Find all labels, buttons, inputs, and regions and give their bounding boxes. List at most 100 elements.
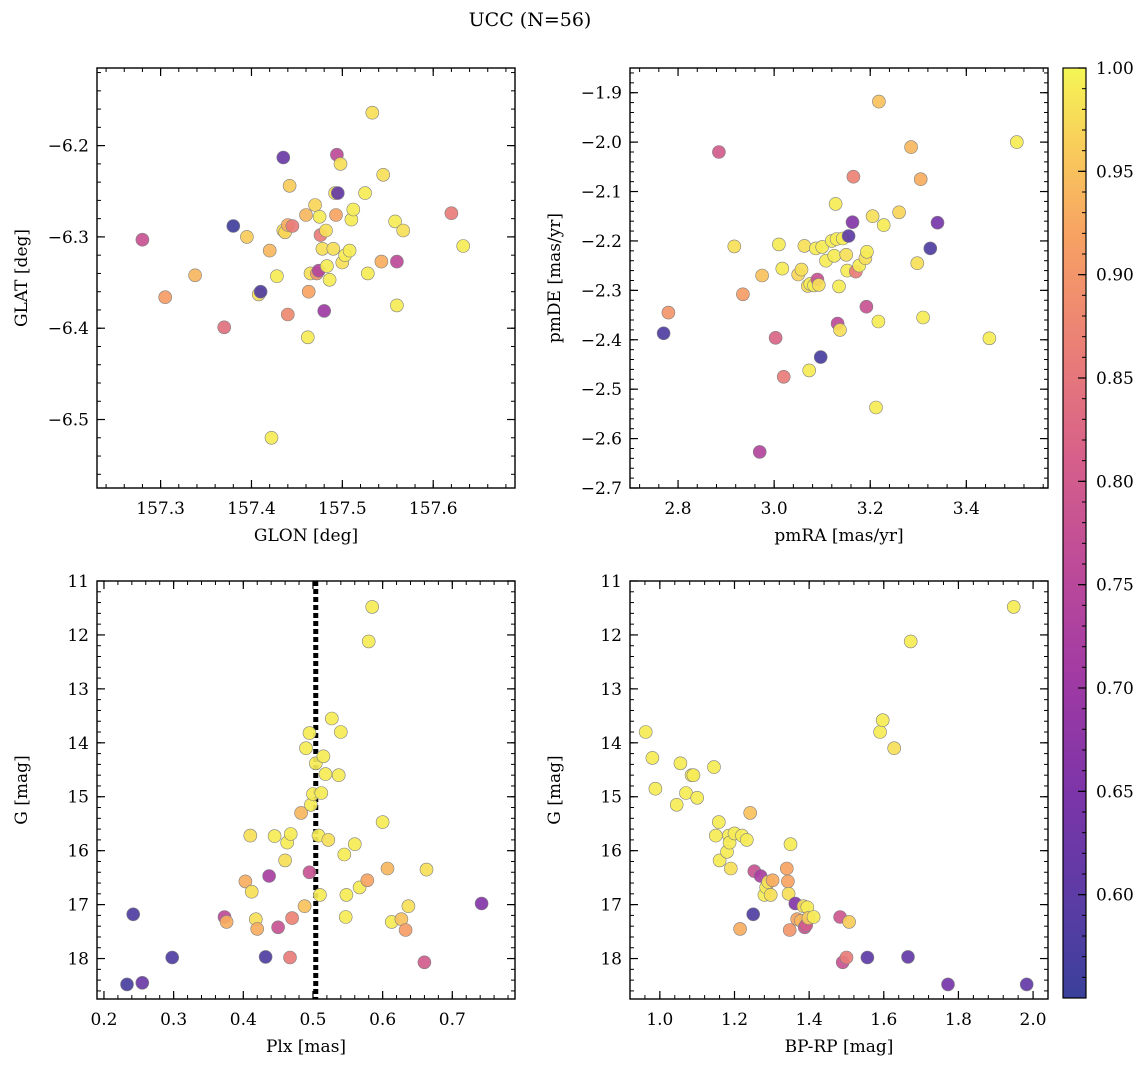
data-point [860, 245, 874, 259]
data-points [135, 105, 471, 445]
axes-frame [96, 580, 516, 1000]
data-point [333, 157, 348, 171]
x-tick-label: 0.7 [439, 1010, 466, 1030]
x-tick-label: 1.4 [796, 1010, 823, 1030]
data-point [283, 950, 297, 965]
y-tick-label: −2.4 [581, 331, 622, 351]
data-point [872, 94, 886, 109]
colorbar-tick-label: 0.85 [1096, 369, 1134, 389]
data-point [736, 287, 750, 302]
data-point [301, 284, 316, 299]
data-point [319, 223, 333, 238]
data-point [1006, 600, 1021, 614]
y-axis-label: G [mag] [12, 755, 32, 824]
y-tick-label: −2.6 [581, 430, 622, 450]
data-point [743, 806, 758, 820]
data-point [806, 910, 821, 924]
data-point [876, 218, 891, 232]
data-point [739, 833, 754, 847]
data-point [374, 254, 389, 269]
x-tick-label: 157.4 [227, 499, 276, 519]
data-point [712, 145, 726, 159]
x-tick-label: 157.5 [318, 499, 367, 519]
colorbar-tick-label: 0.80 [1096, 472, 1134, 492]
colorbar-tick-label: 0.95 [1096, 162, 1134, 182]
y-axis-label: GLAT [deg] [12, 229, 32, 327]
data-point [923, 241, 938, 256]
data-point [294, 806, 308, 820]
data-point [346, 202, 361, 217]
data-point [444, 206, 459, 220]
data-point [312, 210, 327, 224]
data-point [267, 829, 282, 843]
y-tick-label: −6.3 [48, 228, 89, 248]
data-point [326, 242, 341, 256]
x-tick-label: 1.2 [721, 1010, 748, 1030]
data-point [322, 272, 337, 287]
data-point [839, 950, 854, 965]
data-point [417, 955, 432, 970]
x-axis-label: BP-RP [mag] [785, 1037, 894, 1057]
data-point [271, 920, 285, 935]
x-tick-label: 2.0 [1020, 1010, 1047, 1030]
data-point [320, 259, 334, 273]
data-point [314, 786, 329, 800]
x-tick-label: 3.2 [857, 499, 884, 519]
data-point [300, 330, 315, 345]
data-point [765, 873, 780, 888]
data-point [365, 600, 380, 614]
colorbar-tick-label: 1.00 [1096, 59, 1134, 79]
y-tick-label: −6.5 [48, 411, 89, 431]
data-point [324, 711, 339, 726]
data-point [316, 749, 331, 764]
data-point [302, 865, 317, 880]
y-axis-label: pmDE [mas/yr] [545, 213, 565, 343]
y-tick-label: −2.5 [581, 380, 622, 400]
colorbar-tick-label: 0.60 [1096, 886, 1134, 906]
x-tick-label: 0.6 [369, 1010, 396, 1030]
x-axis-label: GLON [deg] [254, 526, 358, 546]
colorbar: 0.60 0.65 0.70 0.75 0.80 0.85 0.90 0.95 1.00 [1062, 59, 1134, 999]
data-point [832, 279, 846, 294]
data-point [904, 140, 918, 154]
data-point [656, 326, 671, 341]
data-point [727, 239, 742, 254]
data-point [321, 833, 336, 847]
data-point [375, 815, 390, 829]
data-point [361, 634, 376, 649]
data-point [711, 815, 726, 829]
x-tick-label: 3.0 [761, 499, 788, 519]
data-point [278, 853, 292, 868]
x-tick-label: 0.3 [160, 1010, 187, 1030]
data-point [845, 215, 860, 229]
data-point [299, 208, 313, 222]
data-point [270, 269, 284, 284]
data-point [360, 266, 375, 281]
scatter-panel-2: 2.8 3.0 3.2 3.4 −1.9 −2.0 −2.1 −2.2 −2.3 −2.4 −2.5… [545, 67, 1049, 546]
data-point [262, 869, 276, 883]
data-point [746, 907, 761, 922]
data-point [708, 828, 723, 843]
data-point [396, 223, 411, 238]
data-point [358, 186, 372, 200]
data-point [317, 304, 332, 318]
data-points [638, 600, 1034, 992]
data-point [828, 197, 843, 211]
data-point [930, 215, 945, 230]
y-tick-label: −2.0 [581, 133, 622, 153]
data-point [380, 861, 395, 876]
y-tick-label: 12 [67, 626, 89, 646]
x-tick-label: 3.4 [953, 499, 980, 519]
data-point [299, 741, 313, 756]
y-tick-label: −6.4 [48, 319, 89, 339]
data-point [253, 284, 268, 299]
data-point [135, 975, 150, 990]
data-point [401, 899, 416, 914]
axes-frame [629, 67, 1049, 489]
x-tick-label: 1.6 [870, 1010, 897, 1030]
data-point [262, 243, 277, 258]
scatter-panel-3: 0.2 0.3 0.4 0.5 0.6 0.7 11 12 13 14 15 16 17 18 Plx [m… [12, 572, 516, 1057]
data-point [813, 350, 828, 364]
data-point [811, 278, 826, 292]
y-tick-label: −2.1 [581, 183, 622, 203]
